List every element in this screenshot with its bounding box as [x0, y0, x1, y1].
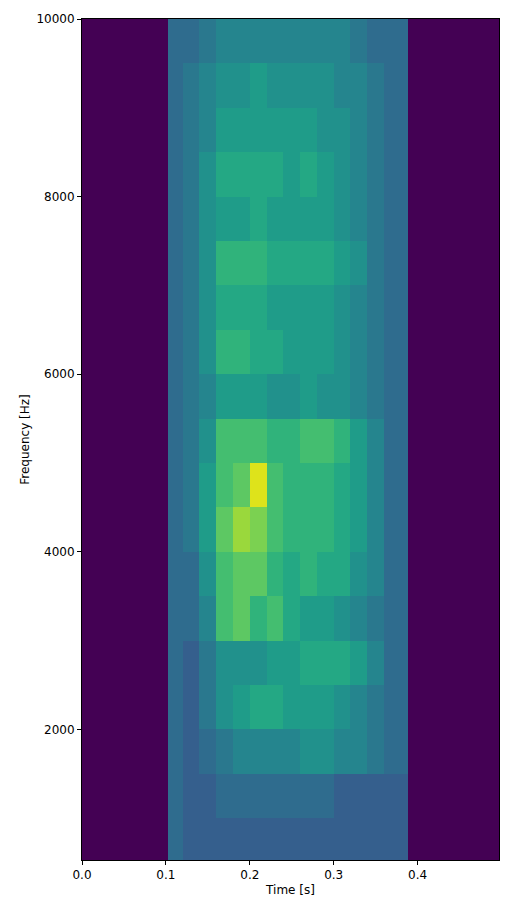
svg-text:2000: 2000 — [44, 723, 75, 737]
svg-text:Time [s]: Time [s] — [265, 883, 315, 897]
svg-text:6000: 6000 — [44, 367, 75, 381]
svg-text:4000: 4000 — [44, 545, 75, 559]
svg-text:Frequency [Hz]: Frequency [Hz] — [18, 394, 32, 485]
svg-text:0.4: 0.4 — [408, 868, 427, 882]
svg-text:10000: 10000 — [36, 12, 74, 26]
svg-text:0.1: 0.1 — [156, 868, 175, 882]
svg-text:0.3: 0.3 — [324, 868, 343, 882]
svg-text:8000: 8000 — [44, 190, 75, 204]
svg-text:0.2: 0.2 — [240, 868, 259, 882]
svg-text:0.0: 0.0 — [72, 868, 91, 882]
